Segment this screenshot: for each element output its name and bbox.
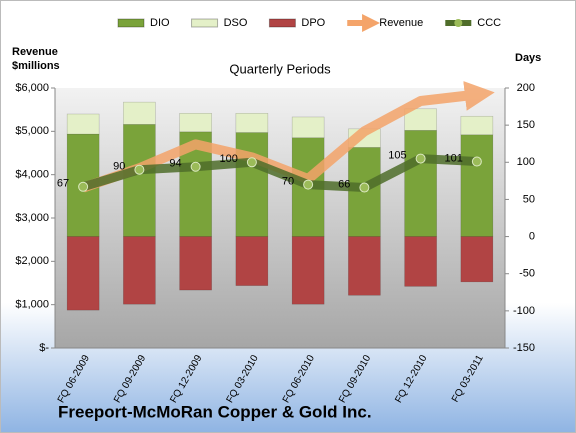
- data-label: 67: [57, 178, 69, 190]
- bar: [404, 108, 437, 131]
- revenue-line: [81, 80, 495, 193]
- bar: [291, 236, 325, 305]
- y2-tick-label: 0: [529, 230, 535, 242]
- ccc-point: [246, 157, 257, 168]
- bar: [291, 116, 325, 139]
- y-tick-label: $2,000: [15, 255, 49, 267]
- y2-tick-label: -150: [513, 342, 535, 354]
- y-tick-label: $1,000: [15, 299, 49, 311]
- y2-tick-label: 100: [517, 156, 535, 168]
- legend-label: CCC: [477, 17, 501, 29]
- data-label: 90: [113, 161, 125, 173]
- y-tick-label: $-: [39, 342, 49, 354]
- plot-area: [55, 88, 505, 348]
- data-label: 94: [169, 158, 181, 170]
- ccc-point: [303, 179, 314, 190]
- bar: [123, 124, 156, 237]
- bar: [460, 134, 494, 237]
- legend-key: [117, 18, 145, 28]
- y-tick-label: $5,000: [15, 125, 49, 137]
- ccc-point: [471, 156, 482, 167]
- bar: [404, 236, 437, 287]
- bar: [235, 132, 269, 237]
- data-label: 105: [388, 149, 406, 161]
- legend-label: DIO: [150, 17, 170, 29]
- ccc-point: [415, 153, 426, 164]
- bar: [348, 236, 381, 296]
- bar: [235, 236, 269, 286]
- bar: [404, 130, 437, 237]
- legend-label: Revenue: [379, 17, 423, 29]
- bar: [123, 101, 156, 125]
- y2-axis-label: Days: [515, 52, 541, 64]
- bar: [179, 113, 212, 133]
- ccc-line: [78, 154, 482, 193]
- y-tick-label: $4,000: [15, 169, 49, 181]
- legend-label: DPO: [301, 17, 325, 29]
- bar: [179, 236, 212, 291]
- y-axis-label: Revenue $millions: [12, 46, 60, 72]
- data-label: 100: [220, 153, 238, 165]
- bar: [460, 115, 494, 136]
- y-tick-label: $6,000: [15, 82, 49, 94]
- chart-title: Quarterly Periods: [229, 61, 331, 76]
- legend-key: [191, 18, 219, 28]
- y2-tick-label: 200: [517, 82, 535, 94]
- company-name: Freeport-McMoRan Copper & Gold Inc.: [58, 402, 372, 421]
- ccc-point: [190, 161, 201, 172]
- legend-label: DSO: [224, 17, 248, 29]
- y2-tick-label: -100: [513, 305, 535, 317]
- bar: [66, 236, 100, 311]
- bar: [123, 236, 156, 305]
- y2-tick-label: 50: [523, 193, 535, 205]
- ccc-point: [134, 164, 145, 175]
- legend-key: [454, 19, 463, 27]
- y2-tick-label: -50: [519, 268, 535, 280]
- bar: [460, 236, 494, 283]
- bar: [235, 113, 269, 133]
- ccc-point: [78, 181, 89, 192]
- data-label: 66: [338, 178, 350, 190]
- y-tick-label: $3,000: [15, 212, 49, 224]
- y2-tick-label: 150: [517, 119, 535, 131]
- data-label: 101: [445, 152, 463, 164]
- legend-key: [268, 18, 296, 28]
- ccc-point: [359, 182, 370, 193]
- data-label: 70: [282, 175, 294, 187]
- bar: [66, 113, 100, 135]
